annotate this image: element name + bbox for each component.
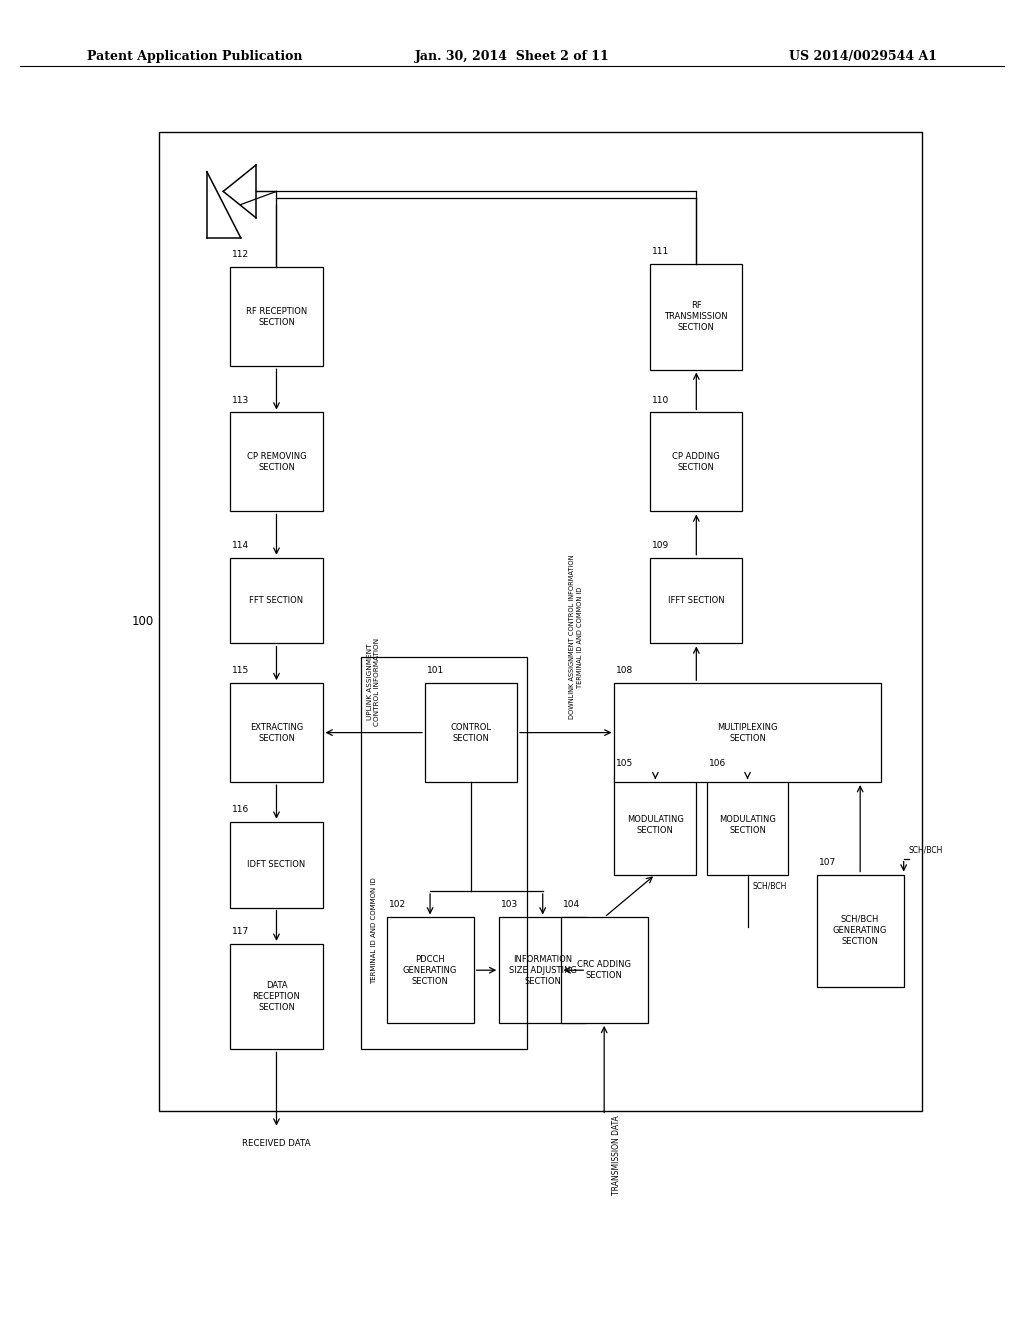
Bar: [614, 775, 696, 874]
Bar: [614, 682, 881, 781]
Text: PDCCH
GENERATING
SECTION: PDCCH GENERATING SECTION: [402, 954, 458, 986]
Text: UPLINK ASSIGNMENT
CONTROL INFORMATION: UPLINK ASSIGNMENT CONTROL INFORMATION: [368, 638, 380, 726]
Text: 109: 109: [652, 541, 670, 549]
Text: INFORMATION
SIZE ADJUSTING
SECTION: INFORMATION SIZE ADJUSTING SECTION: [509, 954, 577, 986]
Bar: [230, 412, 323, 511]
Bar: [230, 682, 323, 781]
Text: 101: 101: [427, 667, 444, 676]
Text: SCH/BCH: SCH/BCH: [909, 846, 943, 855]
Text: DATA
RECEPTION
SECTION: DATA RECEPTION SECTION: [253, 981, 300, 1012]
Text: 112: 112: [232, 251, 250, 260]
Text: IFFT SECTION: IFFT SECTION: [668, 597, 725, 605]
Text: FFT SECTION: FFT SECTION: [250, 597, 303, 605]
Text: 100: 100: [131, 615, 154, 628]
Text: 113: 113: [232, 396, 250, 404]
Text: 104: 104: [563, 900, 580, 909]
Text: 106: 106: [709, 759, 726, 768]
Bar: [817, 874, 903, 987]
Text: 103: 103: [502, 900, 518, 909]
Text: 114: 114: [232, 541, 250, 549]
Text: 108: 108: [616, 667, 634, 676]
Text: 107: 107: [819, 858, 836, 867]
Bar: [707, 775, 788, 874]
Bar: [650, 557, 742, 643]
Text: 116: 116: [232, 805, 250, 813]
Bar: [230, 267, 323, 366]
Text: SCH/BCH
GENERATING
SECTION: SCH/BCH GENERATING SECTION: [833, 915, 888, 946]
Text: CP ADDING
SECTION: CP ADDING SECTION: [673, 451, 720, 473]
Text: 102: 102: [389, 900, 406, 909]
Text: CONTROL
SECTION: CONTROL SECTION: [451, 722, 492, 743]
Text: Jan. 30, 2014  Sheet 2 of 11: Jan. 30, 2014 Sheet 2 of 11: [415, 50, 609, 63]
Bar: [650, 264, 742, 370]
Text: IDFT SECTION: IDFT SECTION: [248, 861, 305, 869]
Text: US 2014/0029544 A1: US 2014/0029544 A1: [788, 50, 937, 63]
Bar: [425, 682, 517, 781]
Text: CP REMOVING
SECTION: CP REMOVING SECTION: [247, 451, 306, 473]
Text: Patent Application Publication: Patent Application Publication: [87, 50, 302, 63]
Bar: [159, 132, 922, 1111]
Bar: [230, 557, 323, 643]
Bar: [230, 821, 323, 908]
Text: MODULATING
SECTION: MODULATING SECTION: [719, 814, 776, 836]
Text: 115: 115: [232, 667, 250, 676]
Text: SCH/BCH: SCH/BCH: [753, 882, 787, 890]
Text: RF RECEPTION
SECTION: RF RECEPTION SECTION: [246, 306, 307, 327]
Bar: [387, 917, 473, 1023]
Text: 117: 117: [232, 927, 250, 936]
Text: DOWNLINK ASSIGNMENT CONTROL INFORMATION
TERMINAL ID AND COMMON ID: DOWNLINK ASSIGNMENT CONTROL INFORMATION …: [569, 554, 583, 719]
Text: EXTRACTING
SECTION: EXTRACTING SECTION: [250, 722, 303, 743]
Bar: [360, 657, 527, 1049]
Text: 110: 110: [652, 396, 670, 404]
Text: RECEIVED DATA: RECEIVED DATA: [243, 1139, 310, 1148]
Text: TERMINAL ID AND COMMON ID: TERMINAL ID AND COMMON ID: [372, 878, 377, 983]
Text: CRC ADDING
SECTION: CRC ADDING SECTION: [578, 960, 631, 981]
Bar: [230, 944, 323, 1049]
Text: 111: 111: [652, 247, 670, 256]
Text: TRANSMISSION DATA: TRANSMISSION DATA: [612, 1115, 622, 1195]
Bar: [500, 917, 586, 1023]
Text: MODULATING
SECTION: MODULATING SECTION: [627, 814, 684, 836]
Text: MULTIPLEXING
SECTION: MULTIPLEXING SECTION: [717, 722, 778, 743]
Text: RF
TRANSMISSION
SECTION: RF TRANSMISSION SECTION: [665, 301, 728, 333]
Bar: [650, 412, 742, 511]
Text: 105: 105: [616, 759, 634, 768]
Bar: [561, 917, 647, 1023]
